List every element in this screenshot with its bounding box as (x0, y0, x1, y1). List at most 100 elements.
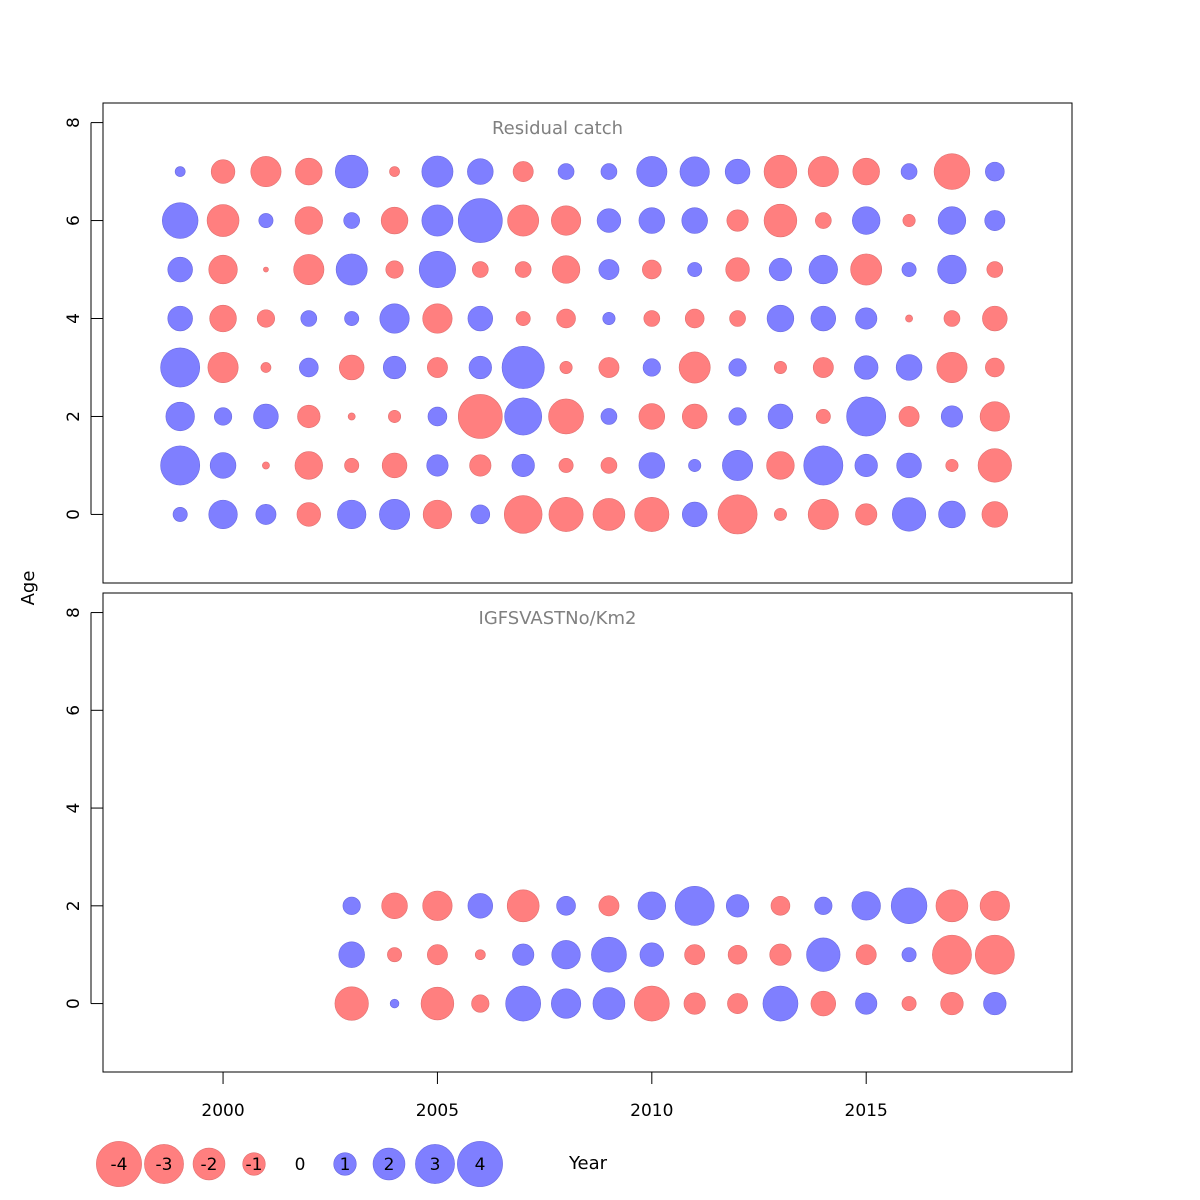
bubble (293, 254, 325, 285)
x-axis-label: Year (568, 1153, 608, 1174)
panel-1: Residual catch 0 2 4 6 8 (64, 102, 1073, 584)
y-tick-label: 8 (64, 607, 84, 618)
bubble (982, 305, 1008, 332)
bubble (932, 934, 972, 975)
bubble (727, 993, 748, 1014)
bubble (388, 409, 402, 423)
bubble (728, 407, 747, 426)
bubble (382, 355, 407, 380)
legend-label: 1 (340, 1155, 351, 1175)
bubble (814, 896, 833, 915)
bubble (905, 314, 913, 323)
bubble (600, 457, 618, 474)
bubble (474, 949, 486, 961)
bubble (295, 157, 323, 186)
bubble (427, 406, 448, 427)
panels: Residual catch 0 2 4 6 8 IGFSVASTNo/Km2 0 2 4 6 8 (64, 102, 1073, 1073)
bubble (299, 357, 319, 378)
bubble (639, 942, 664, 967)
bubble (172, 506, 188, 522)
bubble (506, 889, 540, 923)
bubble (558, 458, 574, 473)
bubble (515, 311, 531, 326)
bubble (338, 941, 365, 968)
bubble (596, 208, 622, 233)
bubble (773, 507, 787, 521)
bubble (810, 990, 836, 1017)
bubble (643, 310, 661, 327)
bubble (467, 305, 493, 332)
bubble (812, 357, 834, 378)
bubble (296, 502, 321, 527)
bubble (512, 161, 534, 182)
x-tick-label: 2015 (845, 1101, 888, 1121)
bubble (674, 885, 715, 926)
bubble (687, 262, 703, 277)
bubble (984, 210, 1006, 231)
legend-bubble (372, 1147, 406, 1181)
x-axis: 2000 2005 2010 2015 (201, 1071, 888, 1121)
bubble (514, 261, 532, 278)
bubble (591, 936, 627, 973)
bubble (381, 452, 408, 479)
bubble (815, 212, 832, 229)
bubble (209, 304, 237, 333)
bubble (418, 251, 456, 289)
legend-bubble (242, 1152, 266, 1176)
bubble (770, 896, 791, 916)
bubble (551, 940, 581, 970)
bubble (263, 266, 269, 273)
bubble (762, 985, 799, 1022)
bubble (892, 497, 927, 532)
bubble (901, 996, 917, 1012)
bubble (504, 397, 543, 436)
bubble (728, 358, 747, 377)
bubble (855, 307, 878, 330)
bubble (457, 198, 503, 243)
bubble (512, 943, 535, 966)
bubble (634, 985, 670, 1022)
panel-title: Residual catch (492, 118, 623, 139)
bubble (895, 354, 923, 381)
bubble (421, 155, 454, 188)
bubble (209, 452, 237, 479)
legend-label: 4 (475, 1155, 486, 1175)
bubble (940, 405, 963, 428)
bubble (763, 154, 798, 189)
bubble (207, 352, 239, 383)
bubble (162, 202, 199, 239)
bubble (769, 943, 792, 966)
bubble (815, 409, 831, 424)
bubble (206, 204, 240, 237)
bubble (556, 896, 576, 916)
bubble (979, 890, 1010, 921)
bubble (602, 312, 616, 325)
bubble (683, 992, 706, 1015)
bubble (472, 261, 489, 278)
bubble (160, 347, 201, 388)
bubble (935, 889, 969, 923)
bubble (389, 998, 400, 1009)
bubble (470, 504, 491, 525)
bubble (557, 163, 575, 180)
y-tick-label: 0 (64, 509, 84, 520)
bubble (933, 153, 971, 190)
bubble (901, 262, 917, 277)
bubble (642, 358, 661, 377)
bubble (165, 401, 195, 432)
y-tick-label: 6 (64, 215, 84, 226)
bubble (979, 401, 1010, 432)
bubble (681, 207, 708, 234)
bubble (851, 891, 881, 921)
bubble (208, 254, 238, 285)
bubble (344, 311, 360, 326)
panel-title: IGFSVASTNo/Km2 (479, 608, 637, 629)
bubble (262, 461, 270, 470)
bubble (294, 451, 323, 480)
bubble (256, 309, 275, 328)
bubble (688, 458, 702, 472)
bubble (598, 357, 620, 378)
legend-label: -1 (246, 1155, 263, 1175)
bubble (592, 498, 626, 531)
